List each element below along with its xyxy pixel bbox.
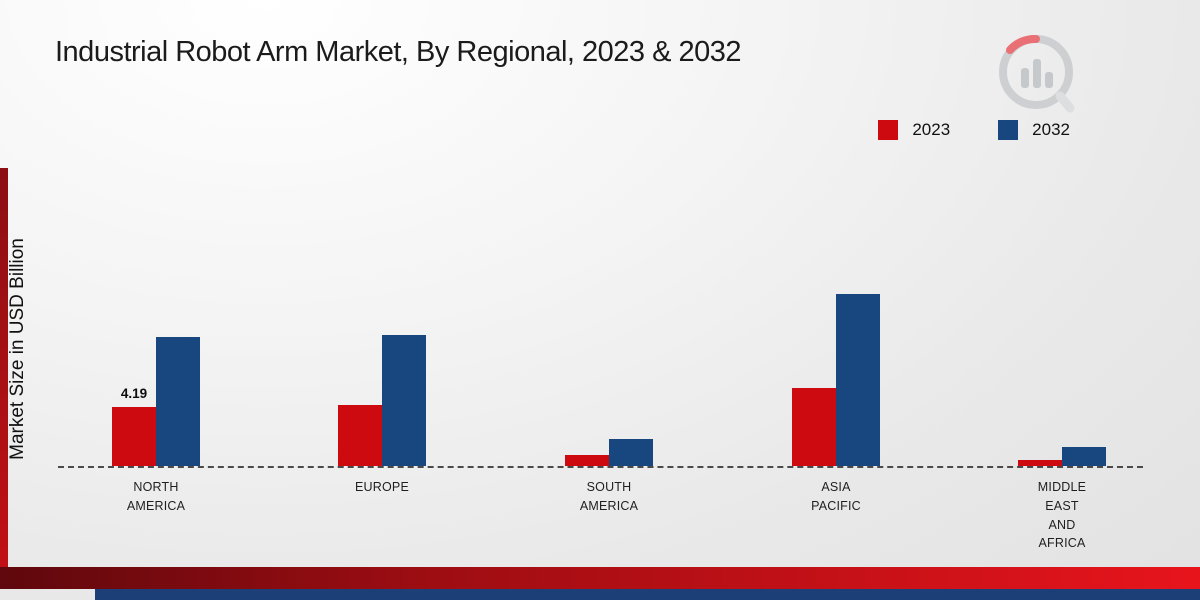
bar-2023-south-america <box>565 455 609 466</box>
legend-item-2032: 2032 <box>998 120 1070 140</box>
legend-item-2023: 2023 <box>878 120 950 140</box>
footer-red-band <box>0 567 1200 589</box>
bar-2023-middle-east-and-africa <box>1018 460 1062 466</box>
bar-group-europe <box>338 335 426 466</box>
category-label-asia-pacific: ASIA PACIFIC <box>811 480 861 513</box>
bar-group-middle-east-and-africa <box>1018 447 1106 466</box>
category-label-south-america: SOUTH AMERICA <box>579 480 639 513</box>
category-label-middle-east-and-africa: MIDDLE EAST AND AFRICA <box>1037 480 1087 551</box>
legend-label: 2023 <box>912 120 951 139</box>
legend-swatch-2023 <box>878 120 899 140</box>
bar-2032-north-america <box>156 337 200 466</box>
bar-2023-europe <box>338 405 382 466</box>
legend-label: 2032 <box>1032 120 1070 139</box>
category-label-europe: EUROPE <box>355 480 409 494</box>
bar-2023-asia-pacific <box>792 388 836 466</box>
bar-group-asia-pacific <box>792 294 880 466</box>
footer-blue-band <box>95 589 1200 600</box>
left-accent-stripe <box>0 168 8 568</box>
bar-group-north-america: 4.19 <box>112 337 200 466</box>
bar-2023-north-america: 4.19 <box>112 386 156 466</box>
data-label-2023-north-america: 4.19 <box>120 386 148 401</box>
bar-2032-asia-pacific <box>836 294 880 466</box>
chart-title: Industrial Robot Arm Market, By Regional… <box>55 36 742 68</box>
legend: 2023 2032 <box>878 120 1070 140</box>
legend-swatch-2032 <box>998 120 1019 140</box>
bar-2032-middle-east-and-africa <box>1062 447 1106 466</box>
brand-logo-icon <box>999 34 1075 113</box>
x-axis-baseline <box>58 466 1143 468</box>
bar-group-south-america <box>565 439 653 466</box>
bar-2032-south-america <box>609 439 653 466</box>
bar-2032-europe <box>382 335 426 466</box>
category-label-north-america: NORTH AMERICA <box>126 480 186 513</box>
